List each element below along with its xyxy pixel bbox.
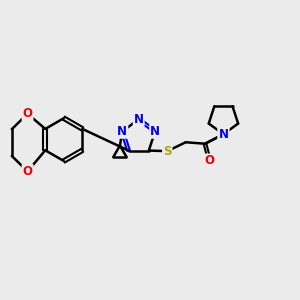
- Text: O: O: [22, 107, 32, 120]
- Text: N: N: [134, 113, 144, 126]
- Text: N: N: [218, 128, 228, 141]
- Text: N: N: [218, 128, 228, 141]
- Text: N: N: [150, 125, 160, 138]
- Text: O: O: [22, 165, 32, 178]
- Text: O: O: [205, 154, 214, 167]
- Text: S: S: [163, 145, 172, 158]
- Text: N: N: [117, 125, 127, 138]
